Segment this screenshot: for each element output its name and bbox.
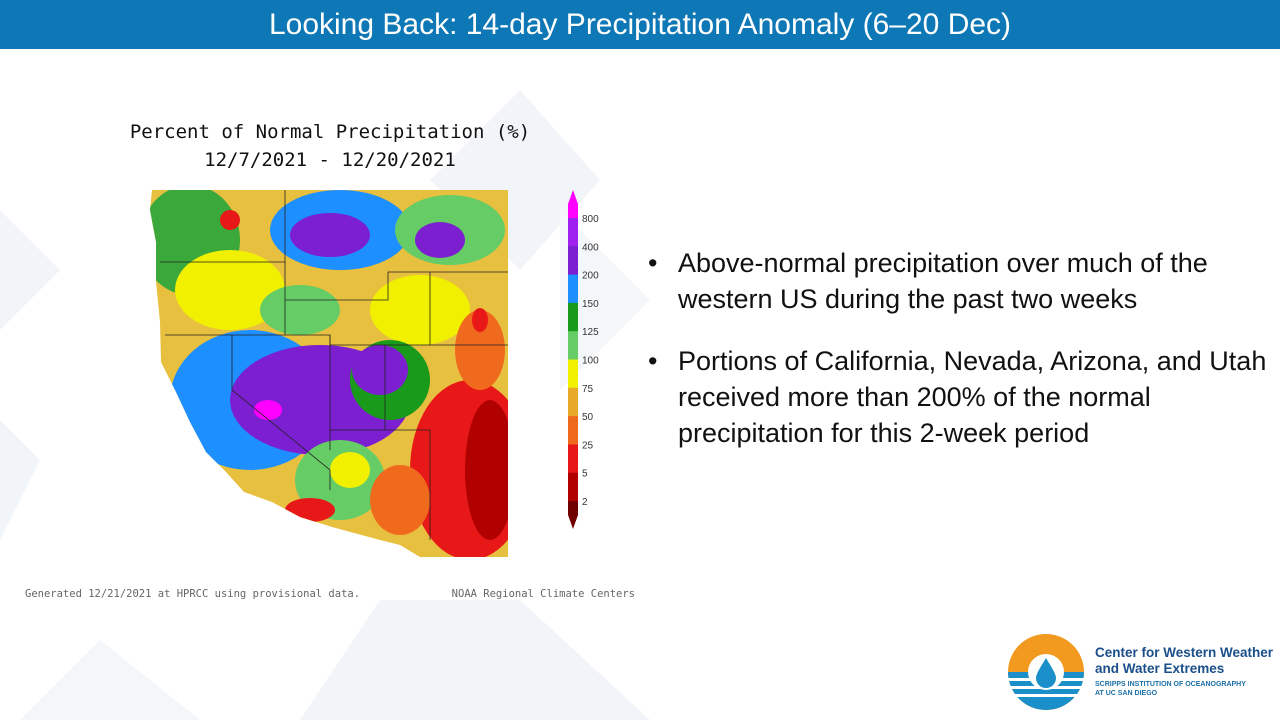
legend-label: 25 [582, 440, 594, 451]
map-fill [150, 190, 508, 557]
legend-label: 200 [582, 271, 599, 282]
precipitation-map: Percent of Normal Precipitation (%) 12/7… [25, 121, 635, 600]
legend-label: 125 [582, 327, 599, 338]
logo-line: SCRIPPS INSTITUTION OF OCEANOGRAPHY [1095, 681, 1246, 688]
legend-swatch [568, 416, 578, 445]
legend-swatch [568, 515, 578, 529]
legend-label: 800 [582, 214, 599, 225]
legend-swatch [568, 501, 578, 515]
legend-label: 100 [582, 356, 599, 367]
legend-swatch [568, 444, 578, 474]
bullet: Above-normal precipitation over much of … [648, 245, 1268, 317]
legend-swatch [568, 359, 578, 389]
logo-line: Center for Western Weather [1095, 645, 1274, 660]
legend-swatch [568, 274, 578, 304]
legend-swatch [568, 218, 578, 247]
legend-swatch [568, 246, 578, 276]
bullet: Portions of California, Nevada, Arizona,… [648, 343, 1268, 451]
legend: 800 400 200 150 125 100 75 50 25 5 2 [568, 190, 599, 529]
logo-text: Center for Western Weather and Water Ext… [1095, 645, 1273, 698]
legend-label: 2 [582, 497, 588, 508]
logo-line: and Water Extremes [1095, 661, 1225, 676]
legend-label: 50 [582, 412, 594, 423]
map-footer-left: Generated 12/21/2021 at HPRCC using prov… [25, 588, 360, 600]
legend-swatch [568, 204, 578, 218]
logo-mark [1008, 634, 1084, 710]
legend-label: 150 [582, 299, 599, 310]
legend-label: 75 [582, 384, 594, 395]
logo-line: AT UC SAN DIEGO [1095, 690, 1158, 697]
map-footer-right: NOAA Regional Climate Centers [452, 588, 635, 600]
map-subtitle: 12/7/2021 - 12/20/2021 [204, 149, 456, 171]
legend-swatch [568, 302, 578, 332]
legend-swatch [568, 472, 578, 502]
state-borders [160, 190, 508, 540]
slide-title: Looking Back: 14-day Precipitation Anoma… [0, 0, 1280, 49]
legend-swatch [568, 190, 578, 204]
legend-swatch [568, 387, 578, 417]
legend-label: 5 [582, 469, 588, 480]
map-title: Percent of Normal Precipitation (%) [130, 121, 530, 143]
legend-swatch [568, 331, 578, 360]
bullet-list: Above-normal precipitation over much of … [648, 245, 1268, 477]
legend-label: 400 [582, 242, 599, 253]
